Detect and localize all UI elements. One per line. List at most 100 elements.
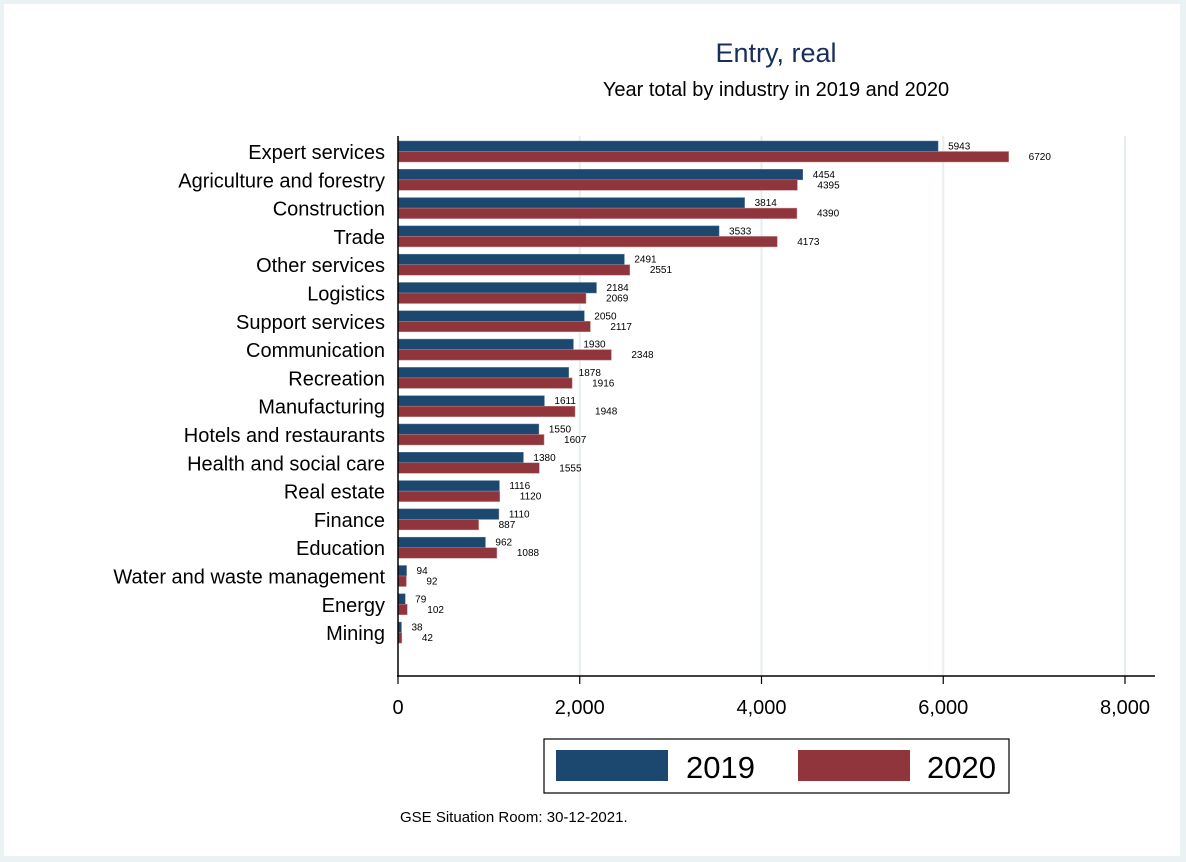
value-label-2019: 962 [495, 538, 512, 549]
bar-2019 [397, 480, 500, 492]
value-label-2019: 1878 [579, 368, 602, 379]
value-label-2019: 38 [411, 623, 423, 634]
category-label: Energy [322, 595, 385, 617]
category-label: Agriculture and forestry [178, 170, 385, 192]
bar-2020 [397, 321, 591, 333]
value-label-2020: 4395 [817, 180, 840, 191]
x-tick-label: 2,000 [555, 697, 605, 719]
category-label: Expert services [248, 142, 385, 164]
bar-2020 [397, 434, 545, 446]
category-label: Hotels and restaurants [184, 425, 385, 447]
bar-2019 [397, 423, 540, 435]
category-label: Education [296, 538, 385, 560]
bar-2020 [397, 462, 540, 474]
chart-subtitle: Year total by industry in 2019 and 2020 [603, 79, 949, 101]
bar-2019 [397, 565, 407, 577]
legend-swatch-2020 [798, 750, 910, 781]
value-label-2020: 2348 [631, 350, 654, 361]
bar-2020 [397, 490, 501, 502]
bar-2020 [397, 547, 498, 559]
bar-2019 [397, 452, 524, 464]
category-label: Logistics [307, 284, 385, 306]
value-label-2019: 1550 [549, 425, 572, 436]
value-label-2020: 2117 [610, 322, 632, 333]
value-label-2020: 2069 [606, 294, 629, 305]
x-tick-label: 6,000 [918, 697, 968, 719]
value-label-2019: 3533 [729, 226, 752, 237]
bar-2019 [397, 169, 804, 181]
category-label: Recreation [288, 368, 385, 390]
legend: 2019 2020 [543, 738, 1010, 794]
bar-2020 [397, 207, 798, 219]
value-label-2019: 1116 [509, 481, 530, 492]
category-label: Other services [256, 255, 385, 277]
category-labels: Expert services Agriculture and forestry C… [113, 142, 385, 645]
value-label-2019: 2491 [634, 255, 657, 266]
bar-2020 [397, 377, 573, 389]
value-label-2019: 1930 [583, 340, 606, 351]
value-label-2019: 94 [417, 566, 429, 577]
x-tick-label: 4,000 [736, 697, 786, 719]
category-label: Finance [314, 510, 385, 532]
bar-2019 [397, 310, 585, 322]
legend-swatch-2019 [556, 750, 668, 781]
value-label-2020: 6720 [1029, 152, 1052, 163]
value-label-2020: 1916 [592, 378, 615, 389]
bar-2020 [397, 405, 576, 417]
value-label-2019: 2050 [594, 311, 617, 322]
value-label-2019: 2184 [606, 283, 629, 294]
bar-2020 [397, 292, 587, 304]
value-label-2020: 1088 [517, 548, 540, 559]
legend-label-2019: 2019 [686, 750, 755, 785]
value-label-2020: 92 [426, 577, 438, 588]
category-label: Trade [333, 227, 385, 249]
value-label-2020: 1607 [564, 435, 587, 446]
category-label: Manufacturing [258, 397, 385, 419]
category-label: Communication [246, 340, 385, 362]
category-label: Mining [326, 623, 385, 645]
value-label-2020: 1120 [520, 492, 542, 503]
bar-2019 [397, 253, 625, 265]
x-tick-label: 0 [392, 697, 403, 719]
bar-2020 [397, 604, 408, 616]
category-label: Real estate [284, 482, 385, 504]
bar-2019 [397, 338, 574, 350]
value-label-2019: 3814 [755, 198, 778, 209]
legend-label-2020: 2020 [927, 750, 996, 785]
value-label-2019: 1110 [509, 509, 530, 520]
category-label: Construction [273, 199, 385, 221]
value-label-2019: 1380 [533, 453, 556, 464]
x-axis-ticks: 0 2,000 4,000 6,000 8,000 [392, 676, 1150, 719]
value-label-2020: 4173 [797, 237, 820, 248]
value-label-2020: 1948 [595, 407, 618, 418]
value-label-2019: 5943 [948, 142, 971, 153]
value-label-2020: 102 [427, 605, 444, 616]
value-label-2020: 1555 [559, 463, 582, 474]
value-label-2020: 42 [422, 633, 434, 644]
bar-2019 [397, 395, 545, 407]
category-label: Support services [236, 312, 385, 334]
category-label: Water and waste management [113, 567, 385, 589]
bar-2019 [397, 593, 406, 605]
value-label-2019: 1611 [554, 396, 576, 407]
bar-2020 [397, 349, 612, 361]
bar-2019 [397, 282, 597, 294]
x-tick-label: 8,000 [1100, 697, 1150, 719]
bar-2019 [397, 508, 500, 520]
bar-2020 [397, 575, 407, 587]
bar-2020 [397, 519, 479, 531]
category-label: Health and social care [187, 453, 385, 475]
bar-2020 [397, 236, 778, 248]
bar-2019 [397, 140, 939, 152]
bar-2019 [397, 367, 569, 379]
value-label-2020: 4390 [817, 209, 840, 220]
bar-2019 [397, 225, 720, 237]
value-label-2019: 4454 [813, 170, 836, 181]
bar-2019 [397, 536, 486, 548]
chart-title: Entry, real [715, 38, 836, 68]
source-note: GSE Situation Room: 30-12-2021. [400, 809, 628, 826]
value-label-2020: 887 [499, 520, 516, 531]
bar-2020 [397, 179, 798, 191]
